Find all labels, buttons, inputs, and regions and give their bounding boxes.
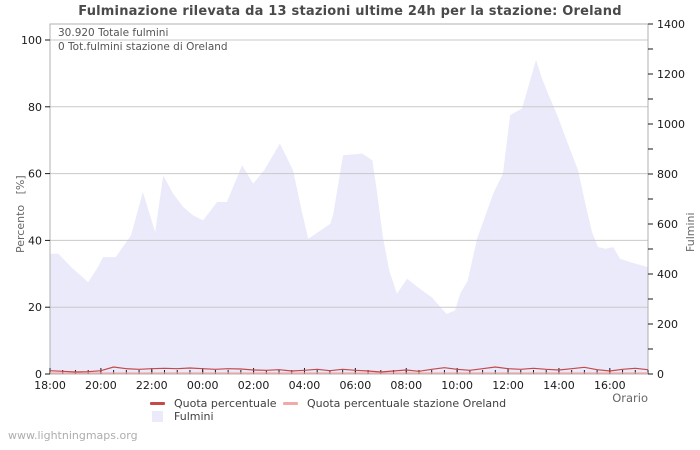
y-right-tick-label: 800 [657,168,678,181]
fulmini-area [50,60,648,374]
x-tick-label: 12:00 [492,379,524,392]
x-tick-label: 04:00 [289,379,321,392]
x-tick-label: 14:00 [543,379,575,392]
y-right-tick-label: 600 [657,218,678,231]
legend-label: Quota percentuale stazione Oreland [307,396,507,410]
quota-line [49,366,649,373]
legend-label: Quota percentuale [174,396,277,410]
right-axis-title: Fulmini [684,212,697,252]
station-total-annotation: 0 Tot.fulmini stazione di Oreland [58,41,228,53]
x-tick-label: 00:00 [187,379,219,392]
legend-item-quota-percentuale: Quota percentuale [150,396,277,410]
x-tick-label: 08:00 [390,379,422,392]
x-tick-label: 22:00 [136,379,168,392]
total-fulmini-annotation: 30.920 Totale fulmini [58,27,169,39]
x-tick-label: 16:00 [594,379,626,392]
y-right-tick-label: 1400 [657,18,685,31]
watermark-text: www.lightningmaps.org [8,429,138,442]
y-left-tick-label: 60 [28,168,42,181]
quota-percentuale-swatch [150,401,165,405]
fulmini-swatch [152,410,163,422]
legend-item-fulmini: Fulmini [152,409,214,423]
x-tick-label: 20:00 [85,379,117,392]
quota-stazione-swatch [283,401,298,405]
x-tick-label: 10:00 [441,379,473,392]
y-left-tick-label: 40 [28,234,42,247]
y-right-tick-label: 400 [657,268,678,281]
left-axis-title: Percento [%] [14,175,27,253]
y-right-tick-label: 1000 [657,118,685,131]
y-left-tick-label: 100 [21,34,42,47]
y-left-tick-label: 80 [28,101,42,114]
y-right-tick-label: 200 [657,318,678,331]
x-axis-title: Orario [612,391,648,405]
chart-title: Fulminazione rilevata da 13 stazioni ult… [78,4,622,19]
y-right-tick-label: 1200 [657,68,685,81]
legend-item-quota-stazione: Quota percentuale stazione Oreland [283,396,507,410]
legend-label: Fulmini [174,409,214,423]
x-tick-label: 18:00 [34,379,66,392]
x-tick-label: 02:00 [238,379,270,392]
y-right-tick-label: 0 [657,368,664,381]
x-tick-label: 06:00 [340,379,372,392]
y-left-tick-label: 0 [35,368,42,381]
y-left-tick-label: 20 [28,301,42,314]
